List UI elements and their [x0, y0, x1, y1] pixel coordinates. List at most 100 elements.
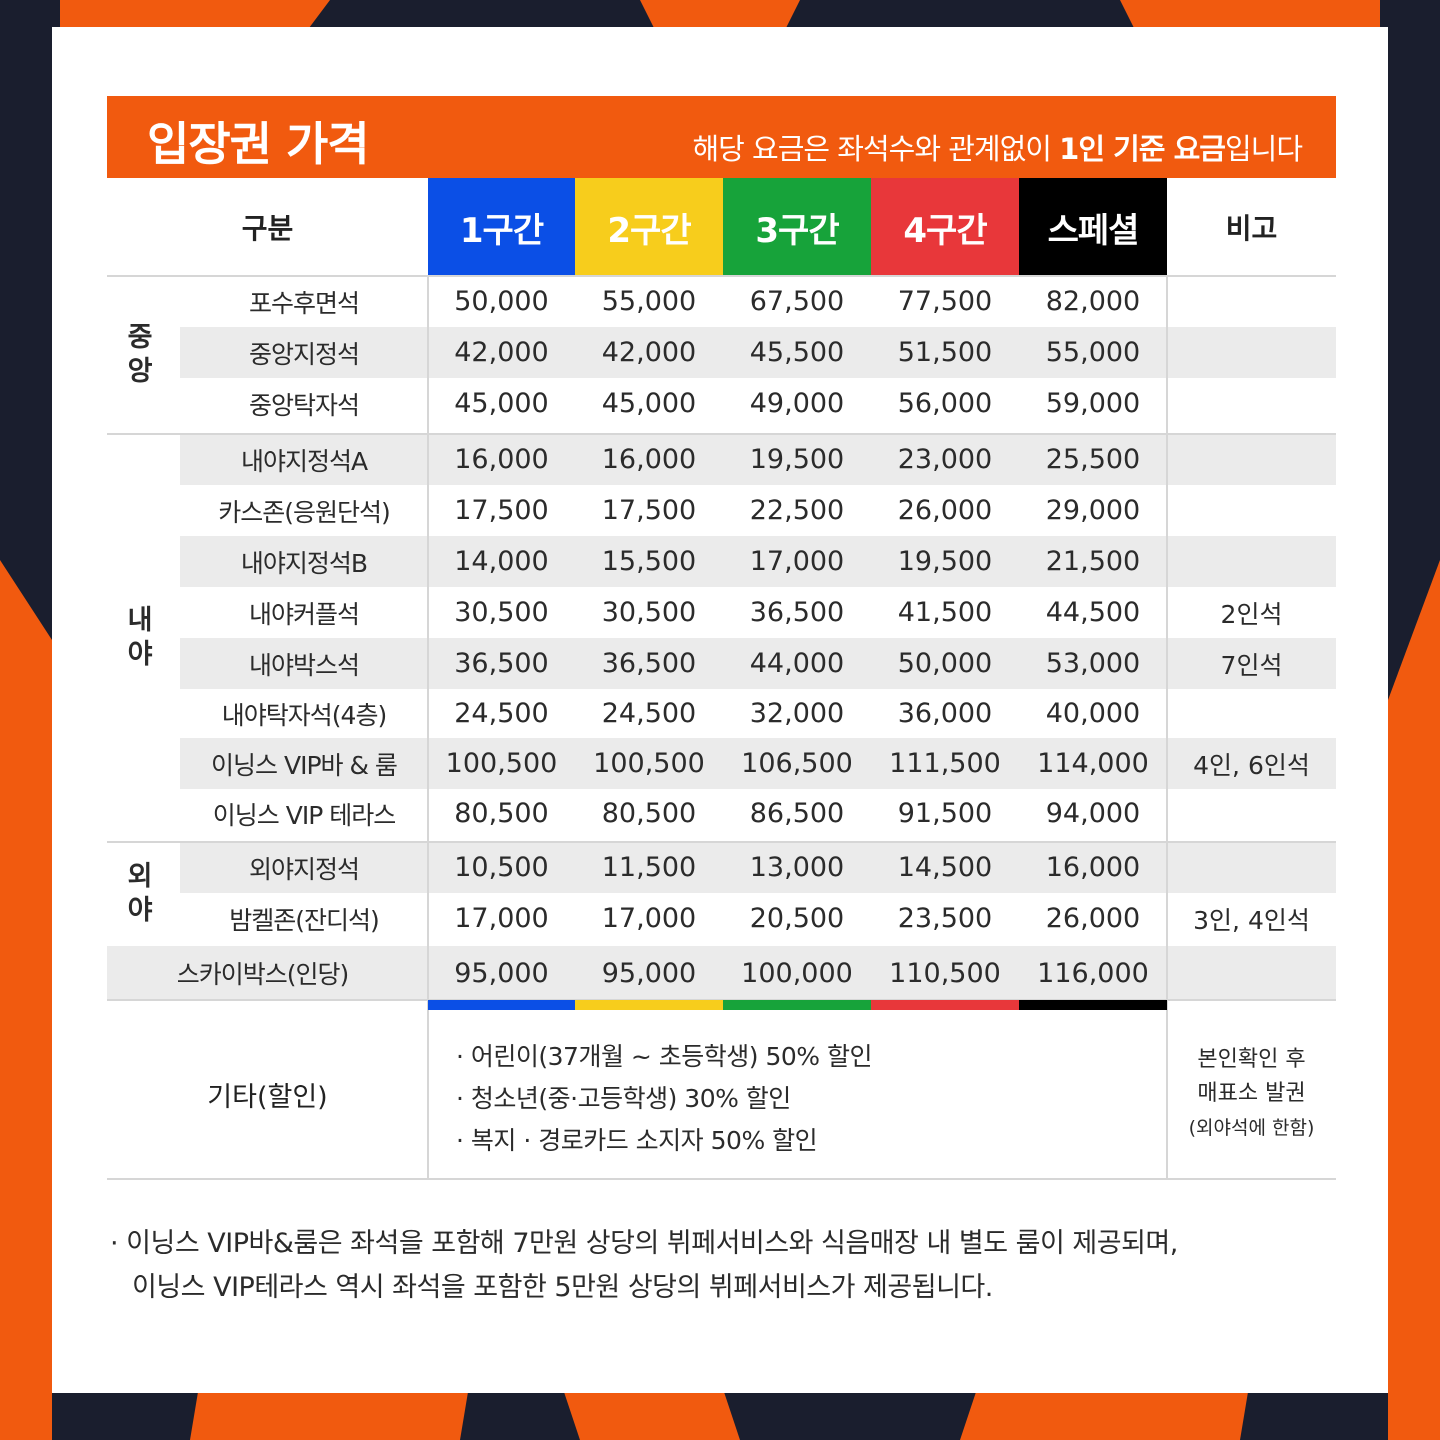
price-cell: 80,500 — [454, 798, 549, 829]
price-cell: 32,000 — [749, 698, 845, 729]
remarks-cell — [1167, 536, 1336, 587]
row-divider — [107, 433, 1336, 435]
price-cell: 116,000 — [1037, 957, 1149, 989]
seat-name: 내야지정석A — [240, 446, 368, 476]
price-cell: 16,000 — [1045, 852, 1141, 883]
price-cell: 29,000 — [1045, 495, 1141, 526]
zone-color-bar — [871, 1000, 1019, 1010]
price-cell: 13,000 — [749, 852, 845, 883]
price-cell: 114,000 — [1037, 748, 1149, 779]
price-cell: 44,000 — [749, 648, 845, 679]
seat-group-label: 외 야 — [107, 842, 173, 946]
row-stripe — [180, 434, 1336, 485]
price-cell: 15,500 — [601, 546, 697, 577]
remarks-cell: 4인, 6인석 — [1193, 750, 1310, 780]
price-cell: 22,500 — [749, 495, 845, 526]
price-cell: 80,500 — [601, 798, 697, 829]
price-cell: 45,000 — [601, 388, 697, 419]
price-cell: 36,500 — [749, 597, 845, 628]
discount-item: · 청소년(중·고등학생) 30% 할인 — [456, 1084, 791, 1113]
seat-name: 중앙탁자석 — [248, 390, 360, 420]
row-stripe — [180, 738, 1336, 789]
price-cell: 14,000 — [454, 546, 549, 577]
price-cell: 30,500 — [601, 597, 697, 628]
row-stripe — [180, 327, 1336, 378]
column-divider — [1166, 276, 1168, 1178]
discount-item: · 어린이(37개월 ~ 초등학생) 50% 할인 — [456, 1042, 873, 1071]
row-divider — [107, 275, 1336, 277]
remarks-cell — [1167, 485, 1336, 536]
price-cell: 25,500 — [1045, 444, 1141, 475]
price-cell: 19,500 — [749, 444, 845, 475]
price-cell: 24,500 — [601, 698, 697, 729]
price-cell: 55,000 — [601, 286, 697, 317]
price-cell: 19,500 — [897, 546, 993, 577]
price-cell: 45,000 — [454, 388, 549, 419]
price-cell: 42,000 — [454, 337, 549, 368]
seat-name: 이닝스 VIP바 & 룸 — [211, 750, 398, 780]
row-stripe — [180, 842, 1336, 893]
price-cell: 91,500 — [897, 798, 993, 829]
price-cell: 110,500 — [889, 957, 1001, 989]
price-cell: 24,500 — [454, 698, 549, 729]
price-cell: 95,000 — [454, 957, 549, 989]
column-header-remarks: 비고 — [1225, 212, 1278, 245]
discount-label: 기타(할인) — [207, 1081, 328, 1113]
price-cell: 11,500 — [601, 852, 697, 883]
row-divider — [107, 841, 1336, 843]
price-cell: 95,000 — [601, 957, 697, 989]
price-cell: 20,500 — [749, 903, 845, 934]
price-cell: 26,000 — [897, 495, 993, 526]
remarks-cell — [1167, 378, 1336, 429]
column-header-zone-1: 1구간 — [428, 178, 575, 276]
price-cell: 55,000 — [1045, 337, 1141, 368]
price-cell: 16,000 — [454, 444, 549, 475]
seat-group-text: 중 앙 — [127, 322, 153, 387]
price-cell: 21,500 — [1045, 546, 1141, 577]
price-cell: 86,500 — [749, 798, 845, 829]
seat-group-text: 내 야 — [127, 605, 153, 670]
price-cell: 106,500 — [741, 748, 853, 779]
column-header-zone-3: 3구간 — [723, 178, 871, 276]
zone-color-bar — [575, 1000, 723, 1010]
remarks-cell — [1167, 842, 1336, 893]
discount-list: · 어린이(37개월 ~ 초등학생) 50% 할인 · 청소년(중·고등학생) 3… — [456, 1036, 873, 1162]
price-cell: 49,000 — [749, 388, 845, 419]
seat-name: 카스존(응원단석) — [218, 497, 391, 527]
price-cell: 50,000 — [897, 648, 993, 679]
price-cell: 41,500 — [897, 597, 993, 628]
footnote: · 이닝스 VIP바&룸은 좌석을 포함해 7만원 상당의 뷔페서비스와 식음매… — [110, 1228, 1178, 1303]
price-cell: 100,500 — [445, 748, 558, 779]
price-cell: 17,000 — [601, 903, 697, 934]
price-cell: 67,500 — [749, 286, 845, 317]
seat-name: 외야지정석 — [248, 854, 360, 884]
price-cell: 23,500 — [897, 903, 993, 934]
price-cell: 30,500 — [454, 597, 549, 628]
seat-name: 중앙지정석 — [248, 339, 360, 369]
price-cell: 53,000 — [1045, 648, 1141, 679]
price-cell: 17,000 — [454, 903, 549, 934]
price-cell: 42,000 — [601, 337, 697, 368]
banner-subtitle: 해당 요금은 좌석수와 관계없이 1인 기준 요금입니다 — [692, 132, 1303, 166]
price-cell: 44,500 — [1045, 597, 1141, 628]
discount-note-line: 매표소 발권 — [1197, 1081, 1306, 1106]
remarks-cell — [1167, 276, 1336, 327]
price-cell: 17,500 — [601, 495, 697, 526]
remarks-cell: 7인석 — [1220, 650, 1283, 680]
price-cell: 59,000 — [1045, 388, 1141, 419]
seat-name: 밤켈존(잔디석) — [229, 905, 380, 935]
price-cell: 56,000 — [897, 388, 993, 419]
price-cell: 45,500 — [749, 337, 845, 368]
remarks-cell: 3인, 4인석 — [1193, 905, 1310, 935]
seat-group-label: 내 야 — [107, 434, 173, 842]
discount-item: · 복지 · 경로카드 소지자 50% 할인 — [456, 1126, 818, 1155]
seat-name: 내야커플석 — [248, 599, 360, 629]
price-cell: 36,000 — [897, 698, 993, 729]
price-cell: 36,500 — [454, 648, 549, 679]
row-divider — [107, 1178, 1336, 1180]
price-cell: 36,500 — [601, 648, 697, 679]
price-cell: 17,500 — [454, 495, 549, 526]
remarks-cell: 2인석 — [1220, 599, 1283, 629]
seat-name: 포수후면석 — [248, 288, 360, 318]
title-banner: 입장권 가격 해당 요금은 좌석수와 관계없이 1인 기준 요금입니다 — [107, 96, 1336, 178]
